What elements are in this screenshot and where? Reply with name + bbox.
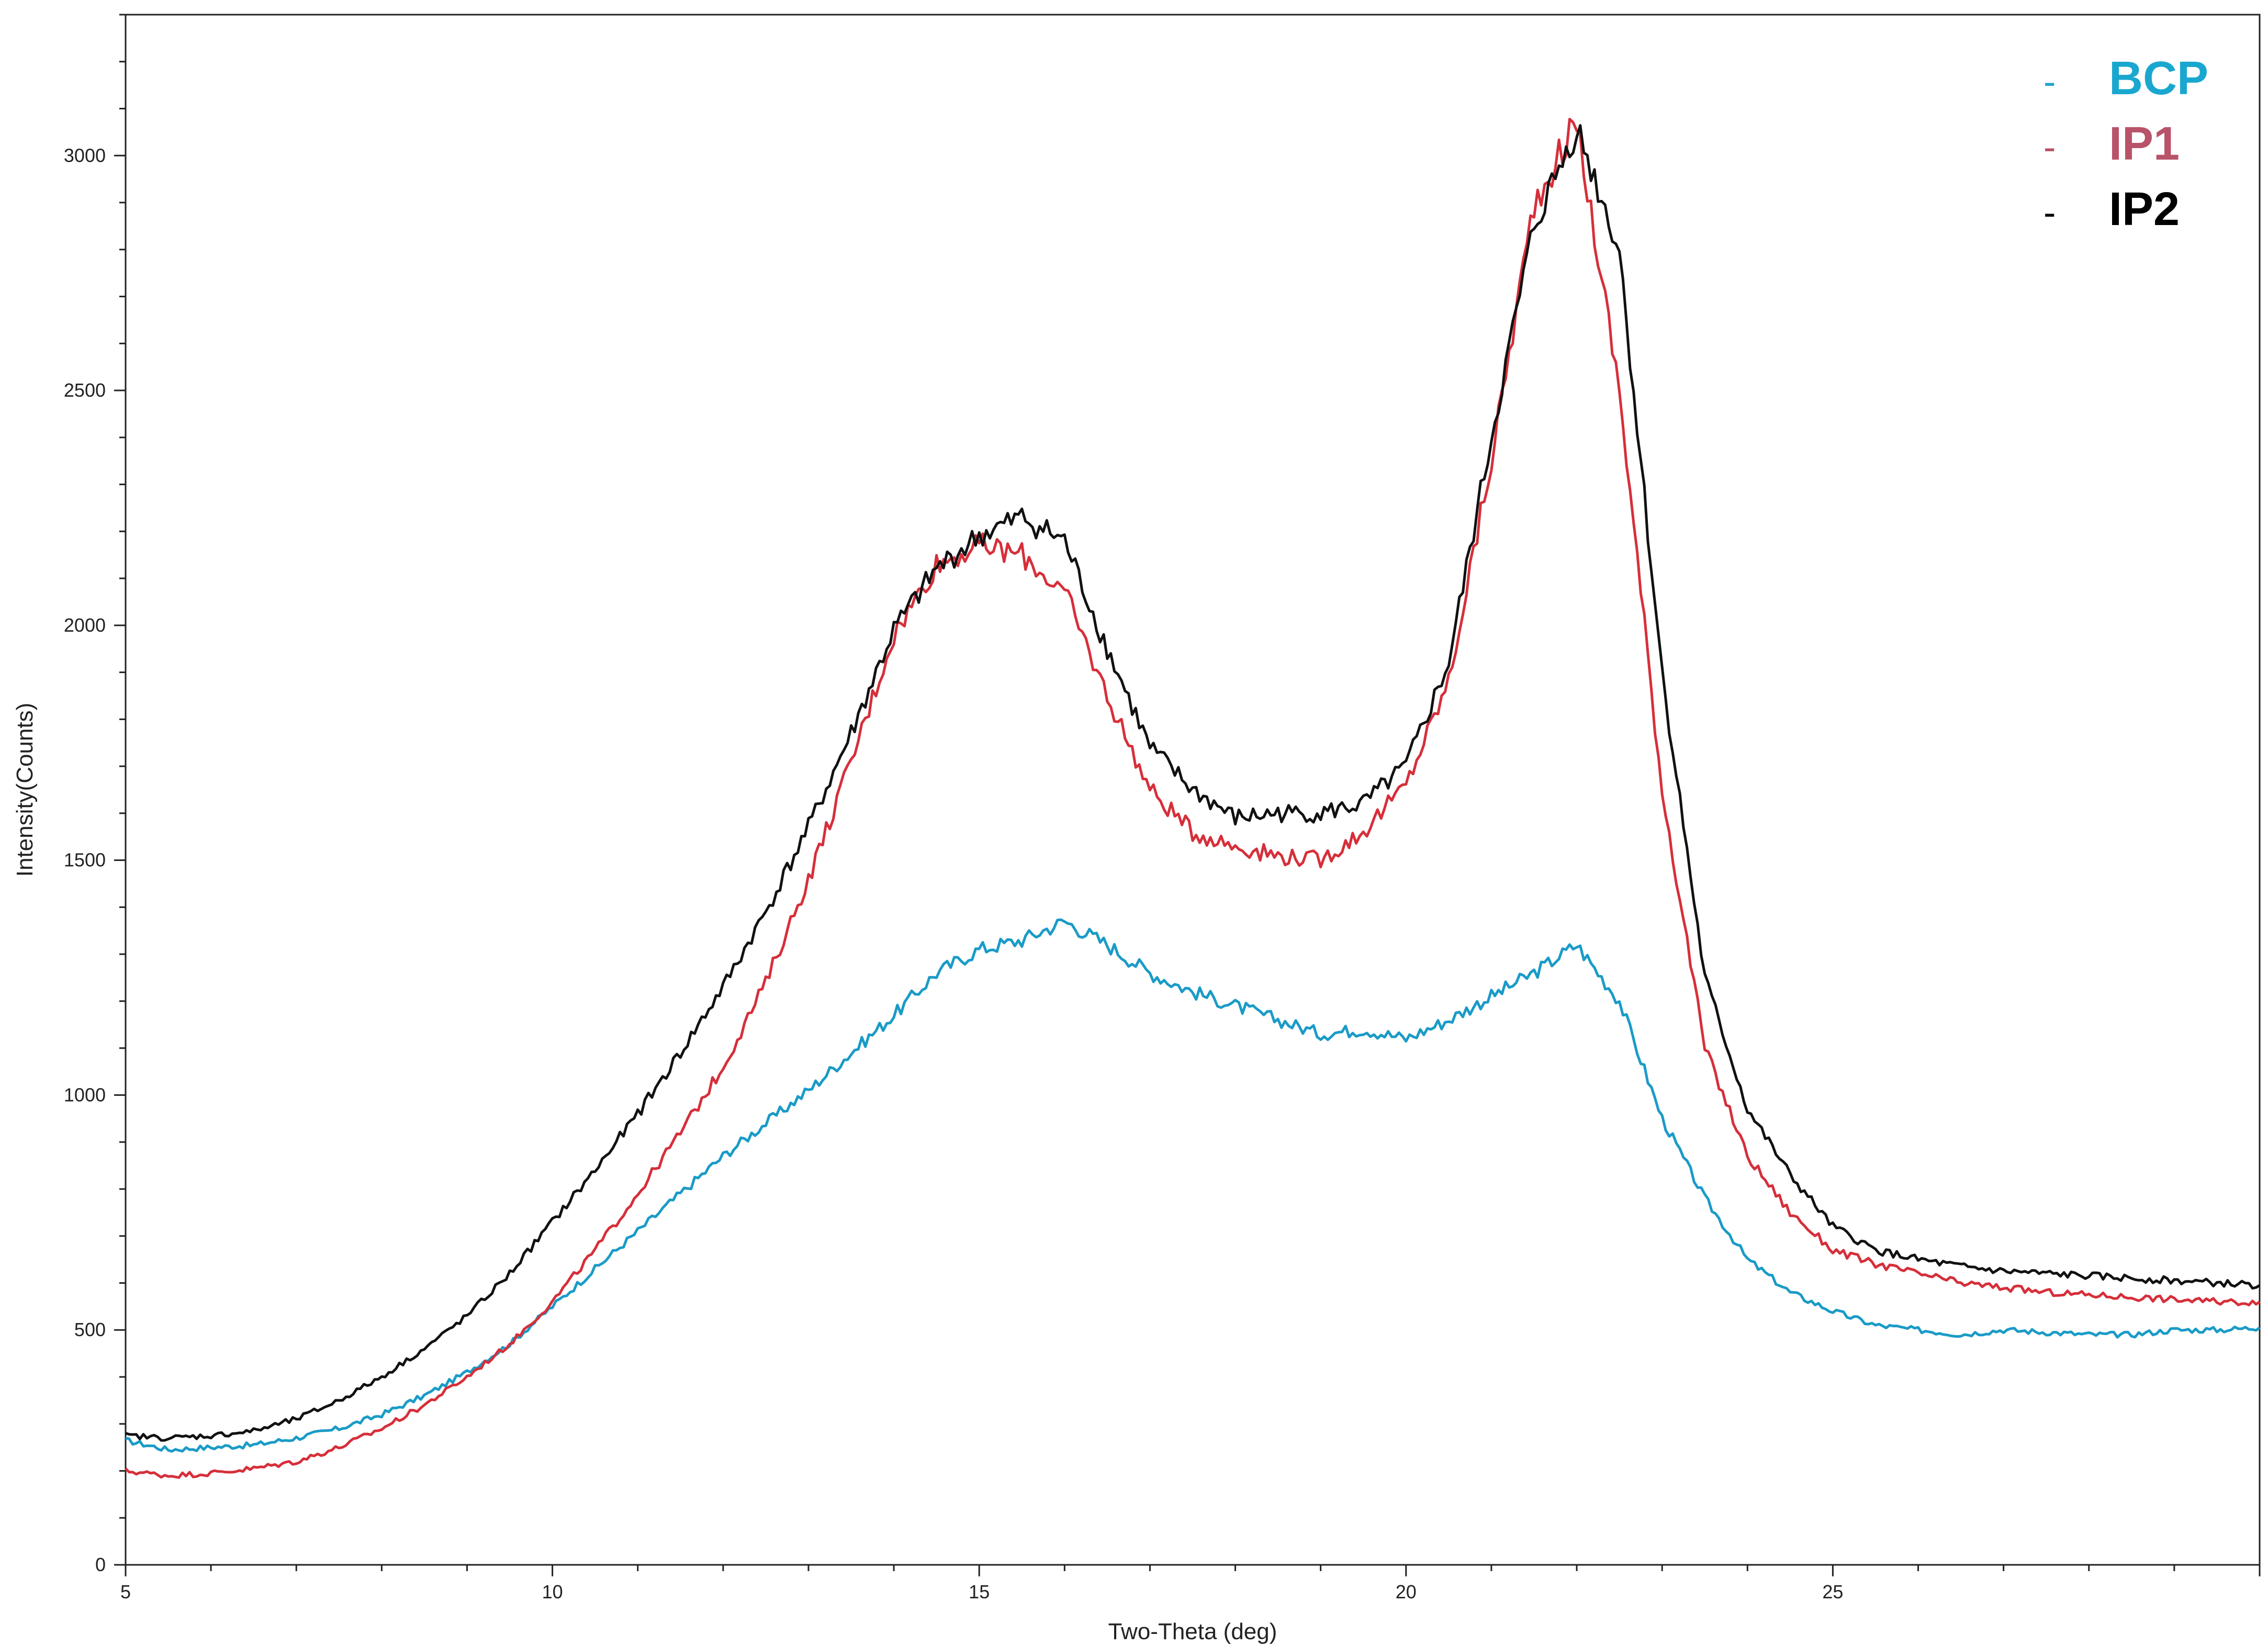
legend-marker-ip2: - (2044, 192, 2056, 233)
x-tick-label: 10 (542, 1581, 563, 1603)
plot-frame (125, 14, 2261, 1566)
x-tick-label: 15 (969, 1581, 990, 1603)
series-line-ip1 (125, 118, 2261, 1479)
series-line-ip2 (125, 124, 2261, 1442)
legend-marker-ip1: - (2044, 127, 2056, 167)
legend-item-bcp: - BCP (2044, 52, 2208, 105)
y-axis-label: Intensity(Counts) (12, 703, 38, 877)
legend-label-ip1: IP1 (2109, 118, 2180, 170)
legend-item-ip1: - IP1 (2044, 118, 2180, 170)
y-tick-label: 2000 (64, 614, 106, 636)
y-tick-label: 0 (95, 1554, 106, 1575)
x-tick-label: 25 (1822, 1581, 1843, 1603)
plot-border (125, 14, 2261, 1566)
x-axis-label: Two-Theta (deg) (1108, 1619, 1277, 1644)
legend-label-bcp: BCP (2109, 52, 2208, 105)
legend: - BCP - IP1 - IP2 (2044, 52, 2208, 236)
legend-label-ip2: IP2 (2109, 183, 2180, 236)
series-layer (125, 118, 2261, 1479)
y-tick-label: 3000 (64, 144, 106, 166)
y-axis-ticks: 0 500 1000 1500 2000 2500 3000 (64, 14, 126, 1575)
x-tick-label: 5 (120, 1581, 131, 1603)
x-axis-ticks: 5 10 15 20 25 (120, 1565, 2261, 1603)
y-tick-label: 500 (74, 1319, 106, 1340)
legend-marker-bcp: - (2044, 61, 2056, 102)
series-line-bcp (125, 918, 2261, 1453)
x-tick-label: 20 (1396, 1581, 1417, 1603)
y-tick-label: 2500 (64, 379, 106, 401)
y-tick-label: 1500 (64, 849, 106, 871)
legend-item-ip2: - IP2 (2044, 183, 2180, 236)
y-tick-label: 1000 (64, 1084, 106, 1105)
